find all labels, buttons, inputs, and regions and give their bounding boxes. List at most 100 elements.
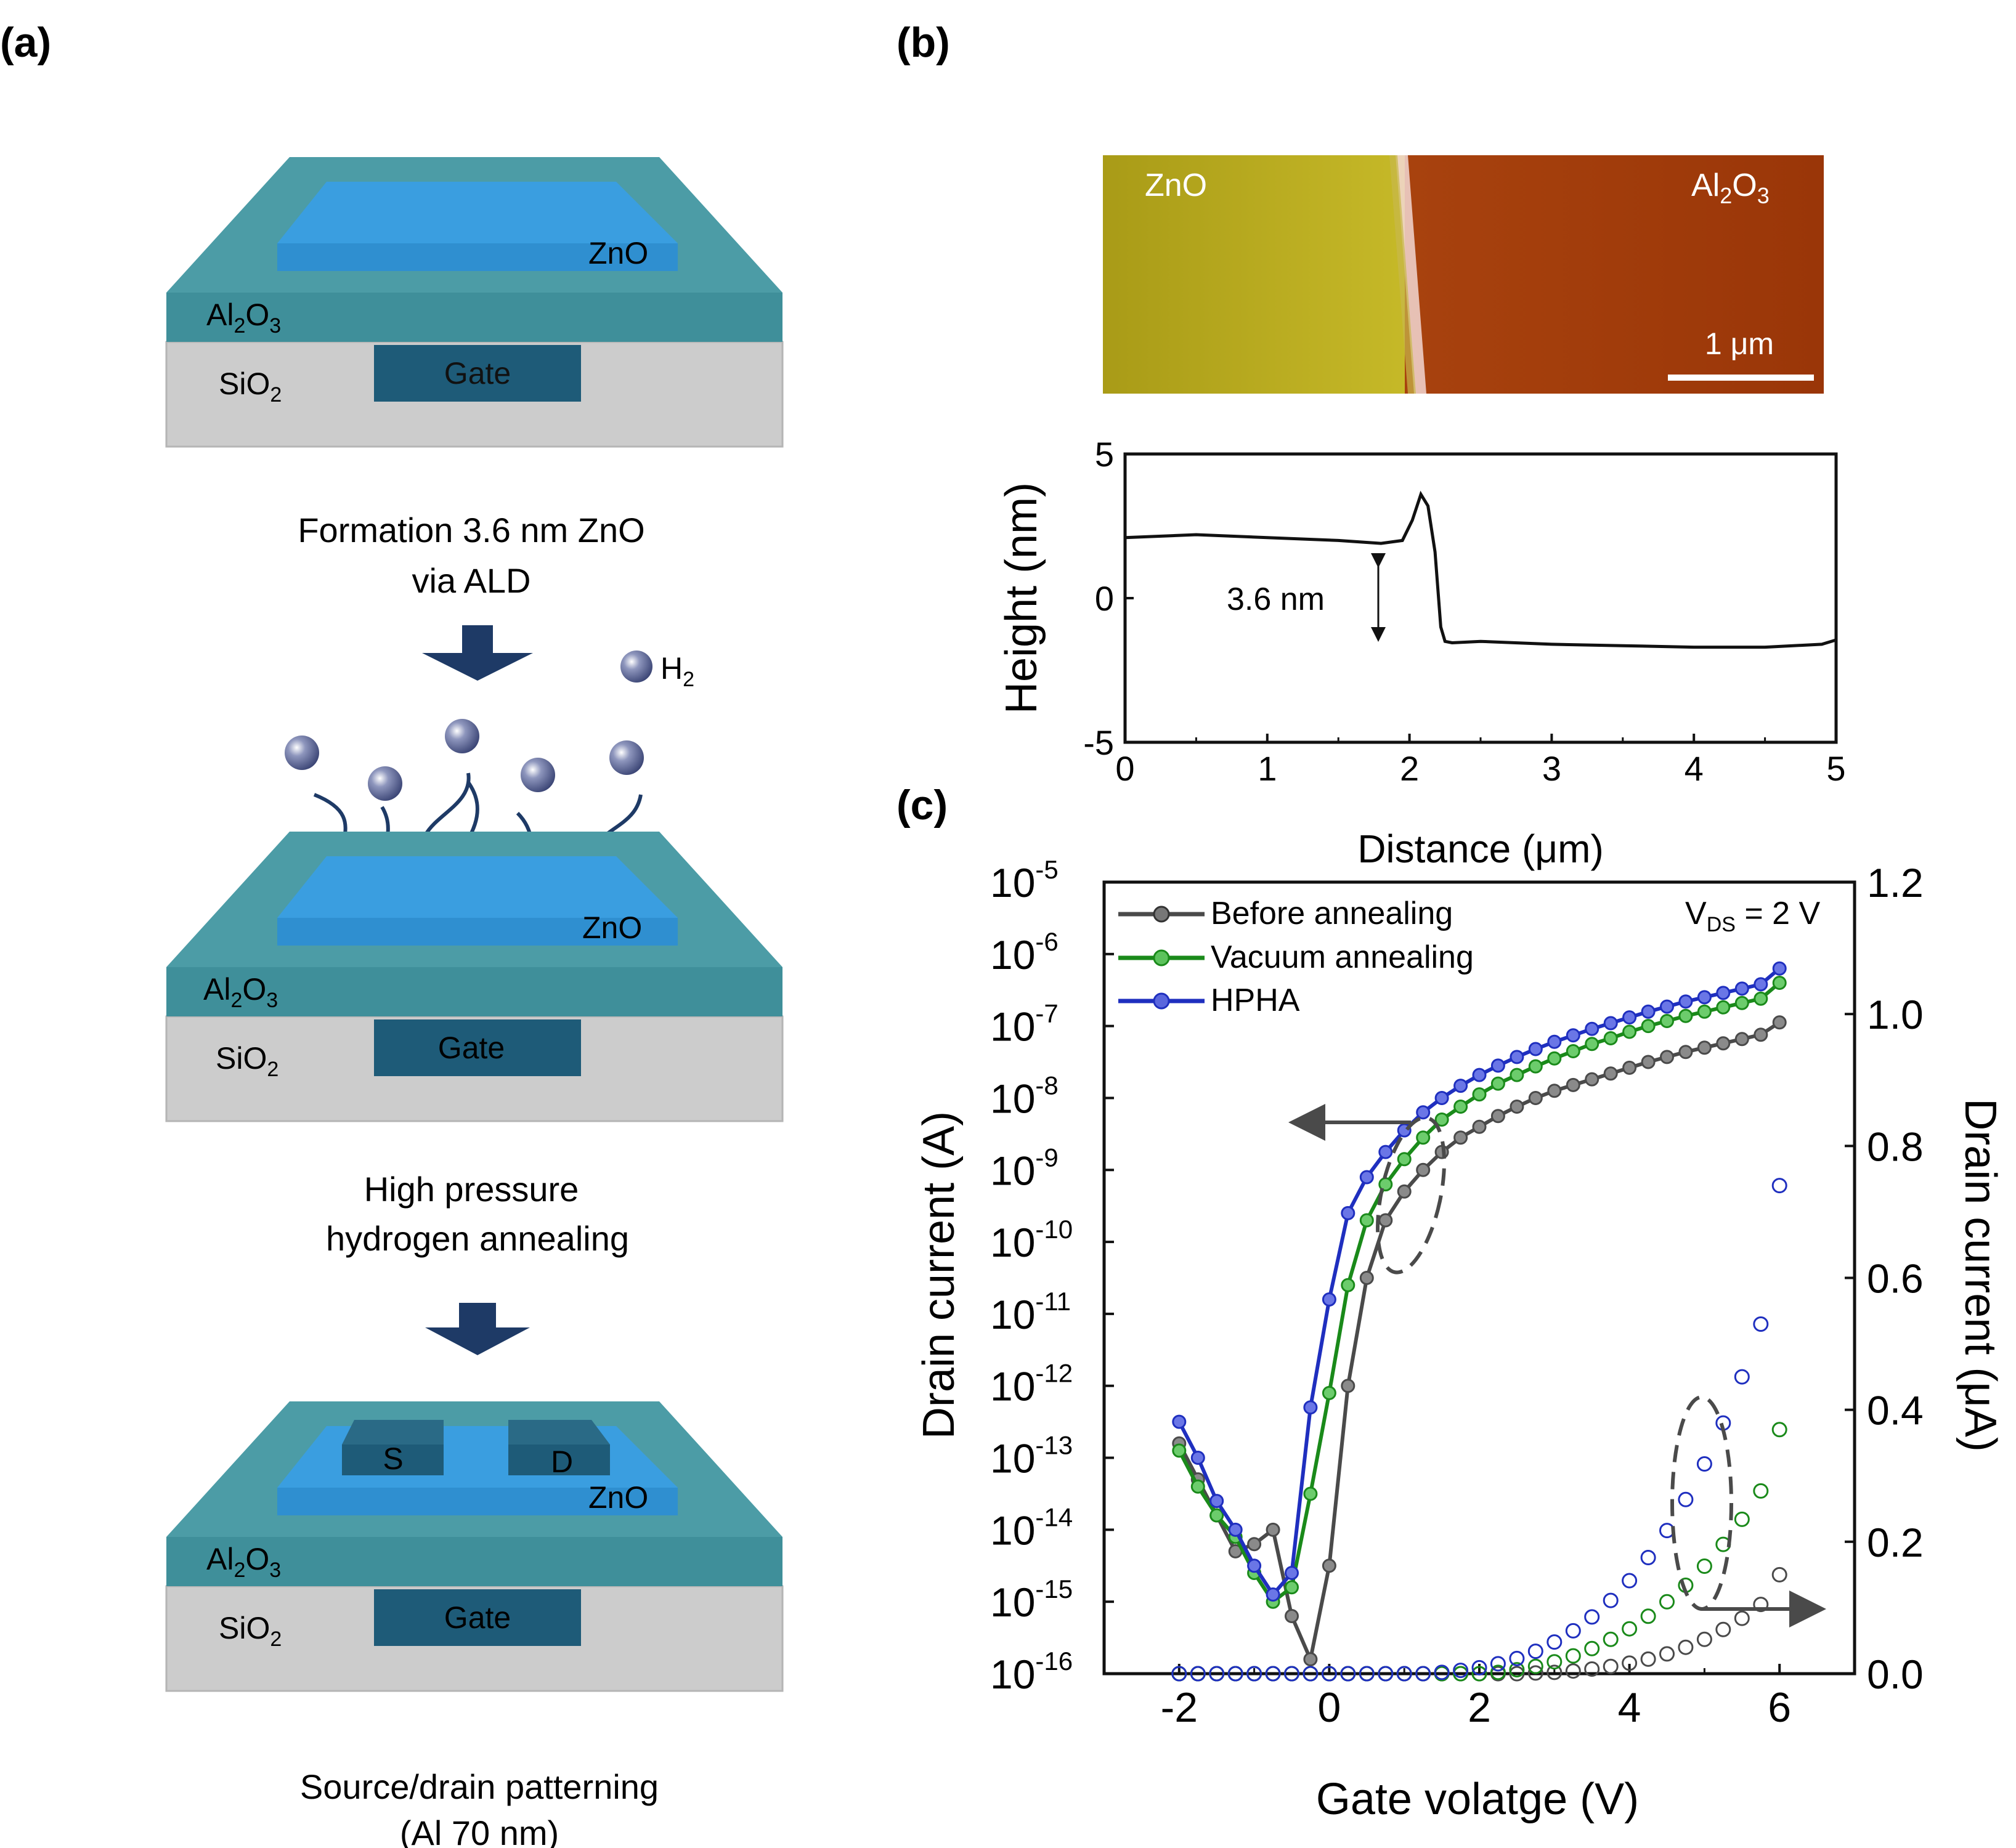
log-point [1322,1558,1336,1573]
linear-point [1734,1511,1750,1527]
linear-point [1622,1655,1638,1671]
linear-point [1471,1660,1487,1676]
linear-point [1509,1666,1525,1682]
linear-point [1171,1666,1187,1682]
log-point [1510,1050,1524,1064]
log-point [1660,1014,1674,1028]
log-point [1716,1000,1731,1015]
log-point [1303,1652,1318,1667]
afm-zno-label: ZnO [1145,168,1207,203]
linear-point [1359,1666,1375,1682]
x-tick-label: 0 [1115,749,1134,788]
log-point [1453,1100,1468,1114]
scale-bar-label: 1 μm [1705,326,1774,361]
log-point [1678,994,1693,1009]
linear-point [1622,1573,1638,1589]
linear-point [1509,1650,1525,1666]
log-point [1660,1050,1674,1064]
step2-line1: High pressure [364,1170,579,1209]
log-point [1622,1010,1637,1025]
hydrogen-molecules [285,719,644,801]
al2o3-label: Al2O3 [203,972,278,1012]
afm-image: ZnO Al2O3 1 μm [1103,155,1824,394]
log-point [1434,1112,1449,1127]
linear-point [1696,1631,1712,1647]
log-point [1322,1385,1336,1400]
log-point [1397,1184,1412,1199]
log-point [1622,1024,1637,1039]
log-point [1247,1558,1262,1573]
linear-point [1603,1592,1619,1608]
log-point [1566,1028,1580,1043]
sio2-label: SiO2 [219,1611,282,1651]
vds-annotation: VDS = 2 V [1685,896,1821,936]
y-tick-label: 0 [1095,579,1114,618]
linear-point [1321,1666,1337,1682]
log-axis-indicator [1288,1104,1446,1275]
log-point [1190,1451,1205,1465]
log-point [1359,1271,1374,1285]
device-diagram-source-drain: S D ZnO Al2O3 SiO2 Gate [165,1401,784,1692]
x-tick-label: -2 [1161,1684,1198,1731]
log-point [1603,1066,1618,1081]
panel-b-label: (b) [896,19,950,66]
log-point [1434,1091,1449,1105]
log-point [1378,1145,1393,1159]
linear-point [1565,1648,1581,1664]
linear-point [1771,1178,1787,1194]
y-left-tick-label: 10-7 [990,999,1059,1050]
y-axis-title-left: Drain current (A) [914,1111,964,1439]
log-point [1734,981,1749,996]
x-axis-title: Gate volatge (V) [1316,1775,1639,1824]
y-right-tick-label: 1.2 [1867,860,1924,906]
log-series-line [1177,1021,1781,1666]
y-left-tick-label: 10-16 [990,1647,1073,1697]
x-tick-label: 2 [1468,1684,1491,1731]
log-point [1472,1068,1487,1082]
log-point [1772,961,1787,976]
linear-point [1734,1369,1750,1385]
log-point [1209,1508,1224,1523]
linear-point [1734,1610,1750,1626]
linear-point [1209,1666,1225,1682]
log-point [1603,1031,1618,1045]
step-height-annotation: 3.6 nm [1227,582,1325,617]
gate-label: Gate [438,1031,505,1065]
log-point [1641,1004,1656,1019]
h2-molecule-icon [620,650,652,683]
log-point [1247,1537,1262,1552]
log-point [1472,1087,1487,1102]
log-point [1547,1084,1562,1098]
legend: Before annealing Vacuum annealing HPHA [1118,896,1474,1018]
linear-point [1584,1609,1600,1625]
linear-point [1603,1658,1619,1674]
y-left-tick-label: 10-15 [990,1574,1073,1625]
y-axis-title-right: Drain current (μA) [1956,1098,2005,1452]
linear-point [1753,1597,1769,1613]
log-point [1266,1587,1280,1602]
log-point [1716,1036,1731,1051]
log-point [1754,1027,1768,1042]
panel-c-label: (c) [896,782,948,829]
log-point [1490,1058,1505,1073]
log-point [1754,977,1768,992]
log-point [1585,1021,1599,1036]
log-point [1716,986,1731,1000]
gate-electrode [374,345,581,402]
linear-point [1434,1664,1450,1680]
linear-point [1565,1623,1581,1639]
linear-point [1527,1658,1543,1674]
y-tick-label: -5 [1083,723,1114,762]
linear-point [1640,1651,1656,1667]
x-axis-title: Distance (μm) [1357,827,1604,871]
linear-point [1547,1664,1563,1680]
y-left-tick-label: 10-14 [990,1502,1073,1553]
x-tick-label: 2 [1400,749,1419,788]
y-right-tick-label: 0.4 [1867,1388,1924,1433]
linear-point [1471,1666,1487,1682]
x-tick-label: 3 [1542,749,1561,788]
y-left-tick-label: 10-13 [990,1431,1073,1481]
log-point [1754,991,1768,1006]
linear-point [1603,1631,1619,1647]
panel-a-label: (a) [0,19,51,66]
